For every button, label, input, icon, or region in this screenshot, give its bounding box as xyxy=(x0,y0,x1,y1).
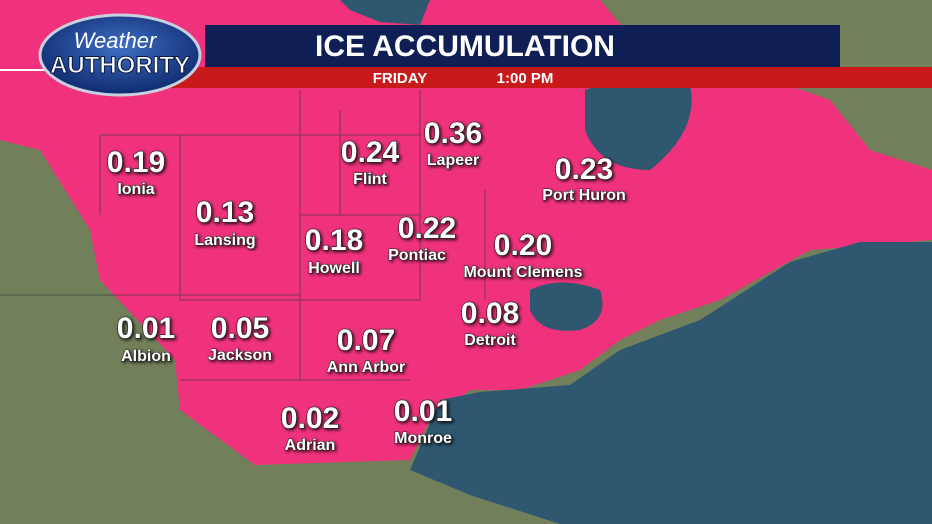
city-name: Ann Arbor xyxy=(327,359,406,376)
ice-value: 0.19 xyxy=(107,146,165,179)
city-name: Monroe xyxy=(394,430,452,447)
ice-value: 0.24 xyxy=(341,136,400,169)
ice-value: 0.18 xyxy=(305,224,363,257)
city-name: Detroit xyxy=(464,332,516,349)
title-bar xyxy=(205,25,840,67)
logo xyxy=(38,13,202,97)
city-name: Lansing xyxy=(194,232,255,249)
city-name: Albion xyxy=(121,348,171,365)
ice-value: 0.13 xyxy=(196,196,254,229)
logo-bottom: AUTHORITY xyxy=(50,52,190,79)
city-name: Flint xyxy=(353,171,387,188)
ice-value: 0.07 xyxy=(337,324,395,357)
ice-value: 0.05 xyxy=(211,312,269,345)
city-name: Lapeer xyxy=(427,152,479,169)
city-name: Pontiac xyxy=(388,247,446,264)
city-name: Mount Clemens xyxy=(463,264,582,281)
ice-value: 0.08 xyxy=(461,297,519,330)
city-name: Ionia xyxy=(117,181,154,198)
subtitle-bar xyxy=(150,67,932,88)
county-lines xyxy=(0,90,486,381)
ice-value: 0.02 xyxy=(281,402,339,435)
ice-value: 0.01 xyxy=(117,312,175,345)
lake-erie xyxy=(410,242,932,524)
city-name: Howell xyxy=(308,260,360,277)
ice-region xyxy=(0,0,932,465)
ice-value: 0.23 xyxy=(555,153,613,186)
city-name: Jackson xyxy=(208,347,272,364)
ice-value: 0.20 xyxy=(494,229,552,262)
ice-value: 0.36 xyxy=(424,117,482,150)
city-name: Port Huron xyxy=(542,187,626,204)
time: 1:00 PM xyxy=(497,70,554,87)
title: ICE ACCUMULATION xyxy=(315,30,615,63)
lake xyxy=(340,0,430,25)
ice-value: 0.01 xyxy=(394,395,452,428)
day: FRIDAY xyxy=(373,70,427,87)
ice-value: 0.22 xyxy=(398,212,456,245)
city-name: Adrian xyxy=(285,437,336,454)
lake-st-clair xyxy=(530,282,603,331)
lake-huron xyxy=(585,78,692,170)
logo-top: Weather xyxy=(74,28,158,53)
